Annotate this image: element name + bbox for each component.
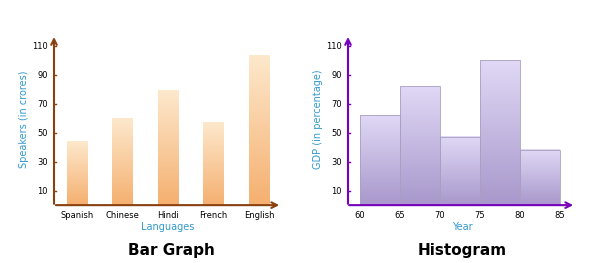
Text: Bar Graph: Bar Graph — [128, 243, 214, 258]
Bar — [440, 137, 480, 205]
X-axis label: Year: Year — [452, 222, 472, 232]
Y-axis label: Speakers (in crores): Speakers (in crores) — [19, 71, 29, 168]
Bar — [520, 150, 560, 205]
Bar — [400, 86, 440, 205]
Text: Histogram: Histogram — [418, 243, 506, 258]
Bar — [360, 115, 400, 205]
X-axis label: Languages: Languages — [142, 222, 194, 232]
Y-axis label: GDP (in percentage): GDP (in percentage) — [313, 70, 323, 169]
Bar — [480, 60, 520, 205]
